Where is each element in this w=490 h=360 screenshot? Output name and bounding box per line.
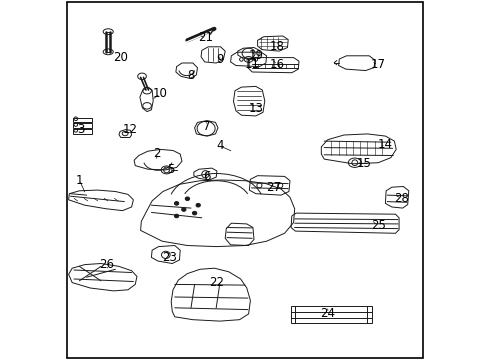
Text: 25: 25 xyxy=(371,219,386,231)
Text: 18: 18 xyxy=(270,40,285,53)
Text: 12: 12 xyxy=(122,123,137,136)
Text: 27: 27 xyxy=(266,181,281,194)
Ellipse shape xyxy=(174,202,179,205)
Text: 9: 9 xyxy=(216,53,223,66)
Text: 20: 20 xyxy=(113,51,128,64)
Text: 26: 26 xyxy=(99,258,114,271)
Ellipse shape xyxy=(196,203,200,207)
Text: 13: 13 xyxy=(248,102,263,114)
Text: 7: 7 xyxy=(203,120,211,132)
Text: 6: 6 xyxy=(203,170,211,183)
Bar xyxy=(73,123,92,128)
Text: 21: 21 xyxy=(198,31,213,44)
Text: 5: 5 xyxy=(168,163,175,176)
Text: 22: 22 xyxy=(209,276,224,289)
Ellipse shape xyxy=(193,211,197,215)
Text: 2: 2 xyxy=(153,147,161,159)
Bar xyxy=(291,306,372,323)
Text: 8: 8 xyxy=(187,69,195,82)
Text: 24: 24 xyxy=(320,307,335,320)
Text: 19: 19 xyxy=(248,49,263,62)
Ellipse shape xyxy=(182,208,186,211)
Text: 3: 3 xyxy=(77,123,85,136)
Ellipse shape xyxy=(185,197,190,201)
Text: 23: 23 xyxy=(162,251,177,264)
Text: 15: 15 xyxy=(356,157,371,170)
Text: 4: 4 xyxy=(216,139,223,152)
Ellipse shape xyxy=(174,214,179,218)
Bar xyxy=(73,129,92,134)
Text: 11: 11 xyxy=(245,58,260,71)
Text: 10: 10 xyxy=(153,87,168,100)
Text: 28: 28 xyxy=(394,192,409,204)
Text: 16: 16 xyxy=(270,58,285,71)
Text: 1: 1 xyxy=(75,174,83,186)
Bar xyxy=(73,118,92,122)
Text: 14: 14 xyxy=(378,138,393,150)
Text: 17: 17 xyxy=(371,58,386,71)
